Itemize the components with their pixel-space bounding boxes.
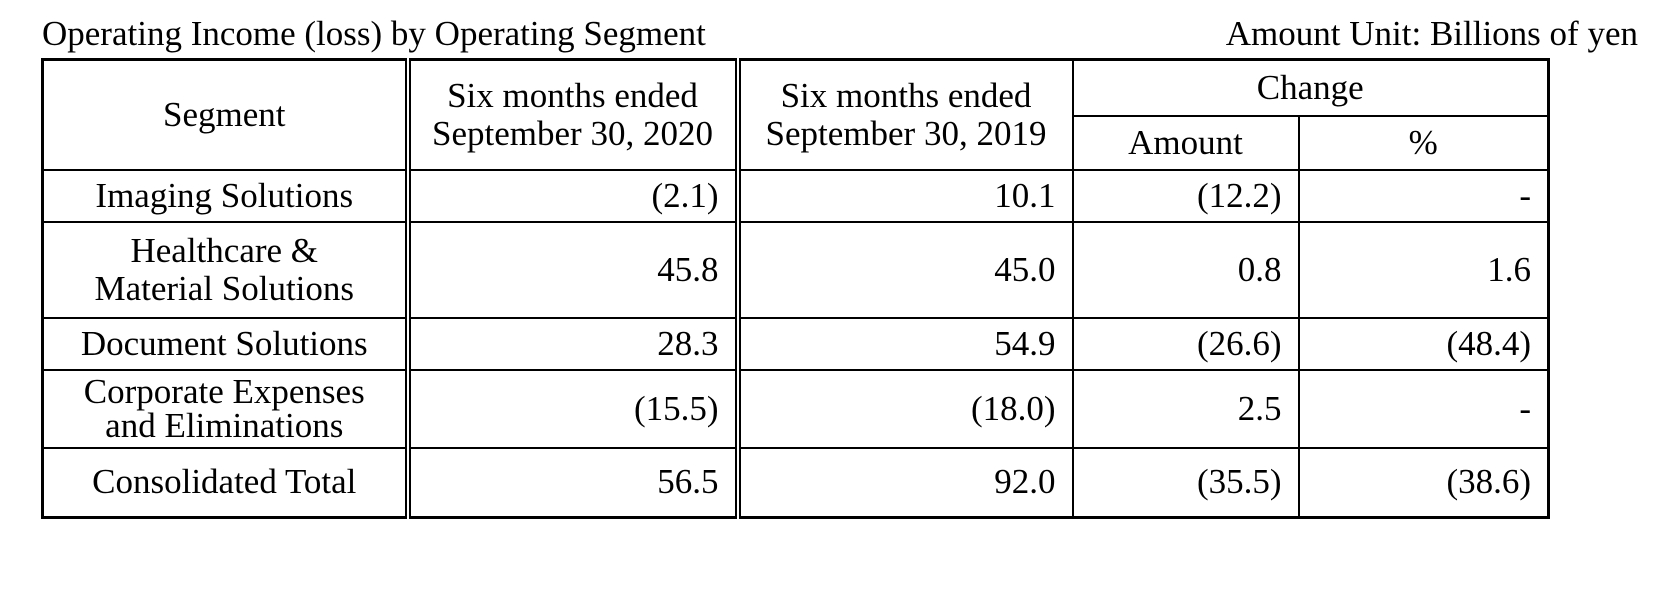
header-row-2: Amount % [43, 114, 1549, 171]
header-period-2020: Six months ended September 30, 2020 [407, 58, 741, 171]
row-value-2019: (18.0) [737, 368, 1074, 449]
unit-note: Amount Unit: Billions of yen [1225, 14, 1638, 53]
header-period-2019-line2: September 30, 2019 [765, 113, 1047, 153]
table-title: Operating Income (loss) by Operating Seg… [42, 14, 706, 53]
table-row: Document Solutions 28.3 54.9 (26.6) (48.… [42, 316, 1549, 371]
row-segment-name: Document Solutions [42, 316, 411, 371]
row-segment-name-line1: Corporate Expenses [83, 371, 365, 411]
row-value-2019: 10.1 [737, 168, 1074, 223]
header-period-2020-line2: September 30, 2020 [432, 113, 713, 153]
row-value-2019: 45.0 [737, 220, 1074, 319]
row-change-amount: (12.2) [1072, 168, 1300, 223]
table-row: Imaging Solutions (2.1) 10.1 (12.2) - [42, 168, 1549, 223]
row-value-2020: (2.1) [407, 168, 741, 223]
row-change-percent: (48.4) [1298, 316, 1549, 371]
row-change-percent: (38.6) [1298, 446, 1549, 519]
row-segment-name-line2: and Eliminations [105, 405, 344, 445]
row-segment-name: Healthcare & Material Solutions [42, 220, 411, 319]
row-change-percent: 1.6 [1298, 220, 1549, 319]
row-change-amount: (26.6) [1072, 316, 1300, 371]
header-period-2020-line1: Six months ended [447, 75, 698, 115]
header-percent: % [1298, 114, 1549, 171]
row-segment-name: Imaging Solutions [42, 168, 411, 223]
header-change: Change [1072, 58, 1549, 117]
row-value-2020: (15.5) [407, 368, 741, 449]
row-segment-name-line2: Material Solutions [94, 268, 355, 308]
row-value-2020: 56.5 [407, 446, 741, 519]
row-segment-name: Consolidated Total [42, 446, 411, 519]
header-period-2019: Six months ended September 30, 2019 [737, 58, 1074, 171]
row-value-2019: 92.0 [737, 446, 1074, 519]
row-change-percent: - [1298, 368, 1549, 449]
header-amount: Amount [1072, 114, 1300, 171]
row-segment-name-line1: Healthcare & [130, 230, 319, 270]
row-change-percent: - [1298, 168, 1549, 223]
segment-table: Segment Six months ended September 30, 2… [41, 58, 1551, 519]
table-row: Consolidated Total 56.5 92.0 (35.5) (38.… [42, 446, 1549, 519]
row-change-amount: 0.8 [1072, 220, 1300, 319]
row-value-2020: 28.3 [407, 316, 741, 371]
table-row: Healthcare & Material Solutions 45.8 45.… [42, 220, 1549, 319]
header-period-2019-line1: Six months ended [780, 75, 1032, 115]
header-segment: Segment [42, 58, 411, 171]
row-segment-name: Corporate Expenses and Eliminations [42, 368, 411, 449]
table-row: Corporate Expenses and Eliminations (15.… [42, 368, 1549, 449]
row-value-2019: 54.9 [737, 316, 1074, 371]
row-value-2020: 45.8 [407, 220, 741, 319]
row-change-amount: 2.5 [1072, 368, 1300, 449]
header-row-1: Segment Six months ended September 30, 2… [42, 58, 1549, 171]
row-change-amount: (35.5) [1072, 446, 1300, 519]
